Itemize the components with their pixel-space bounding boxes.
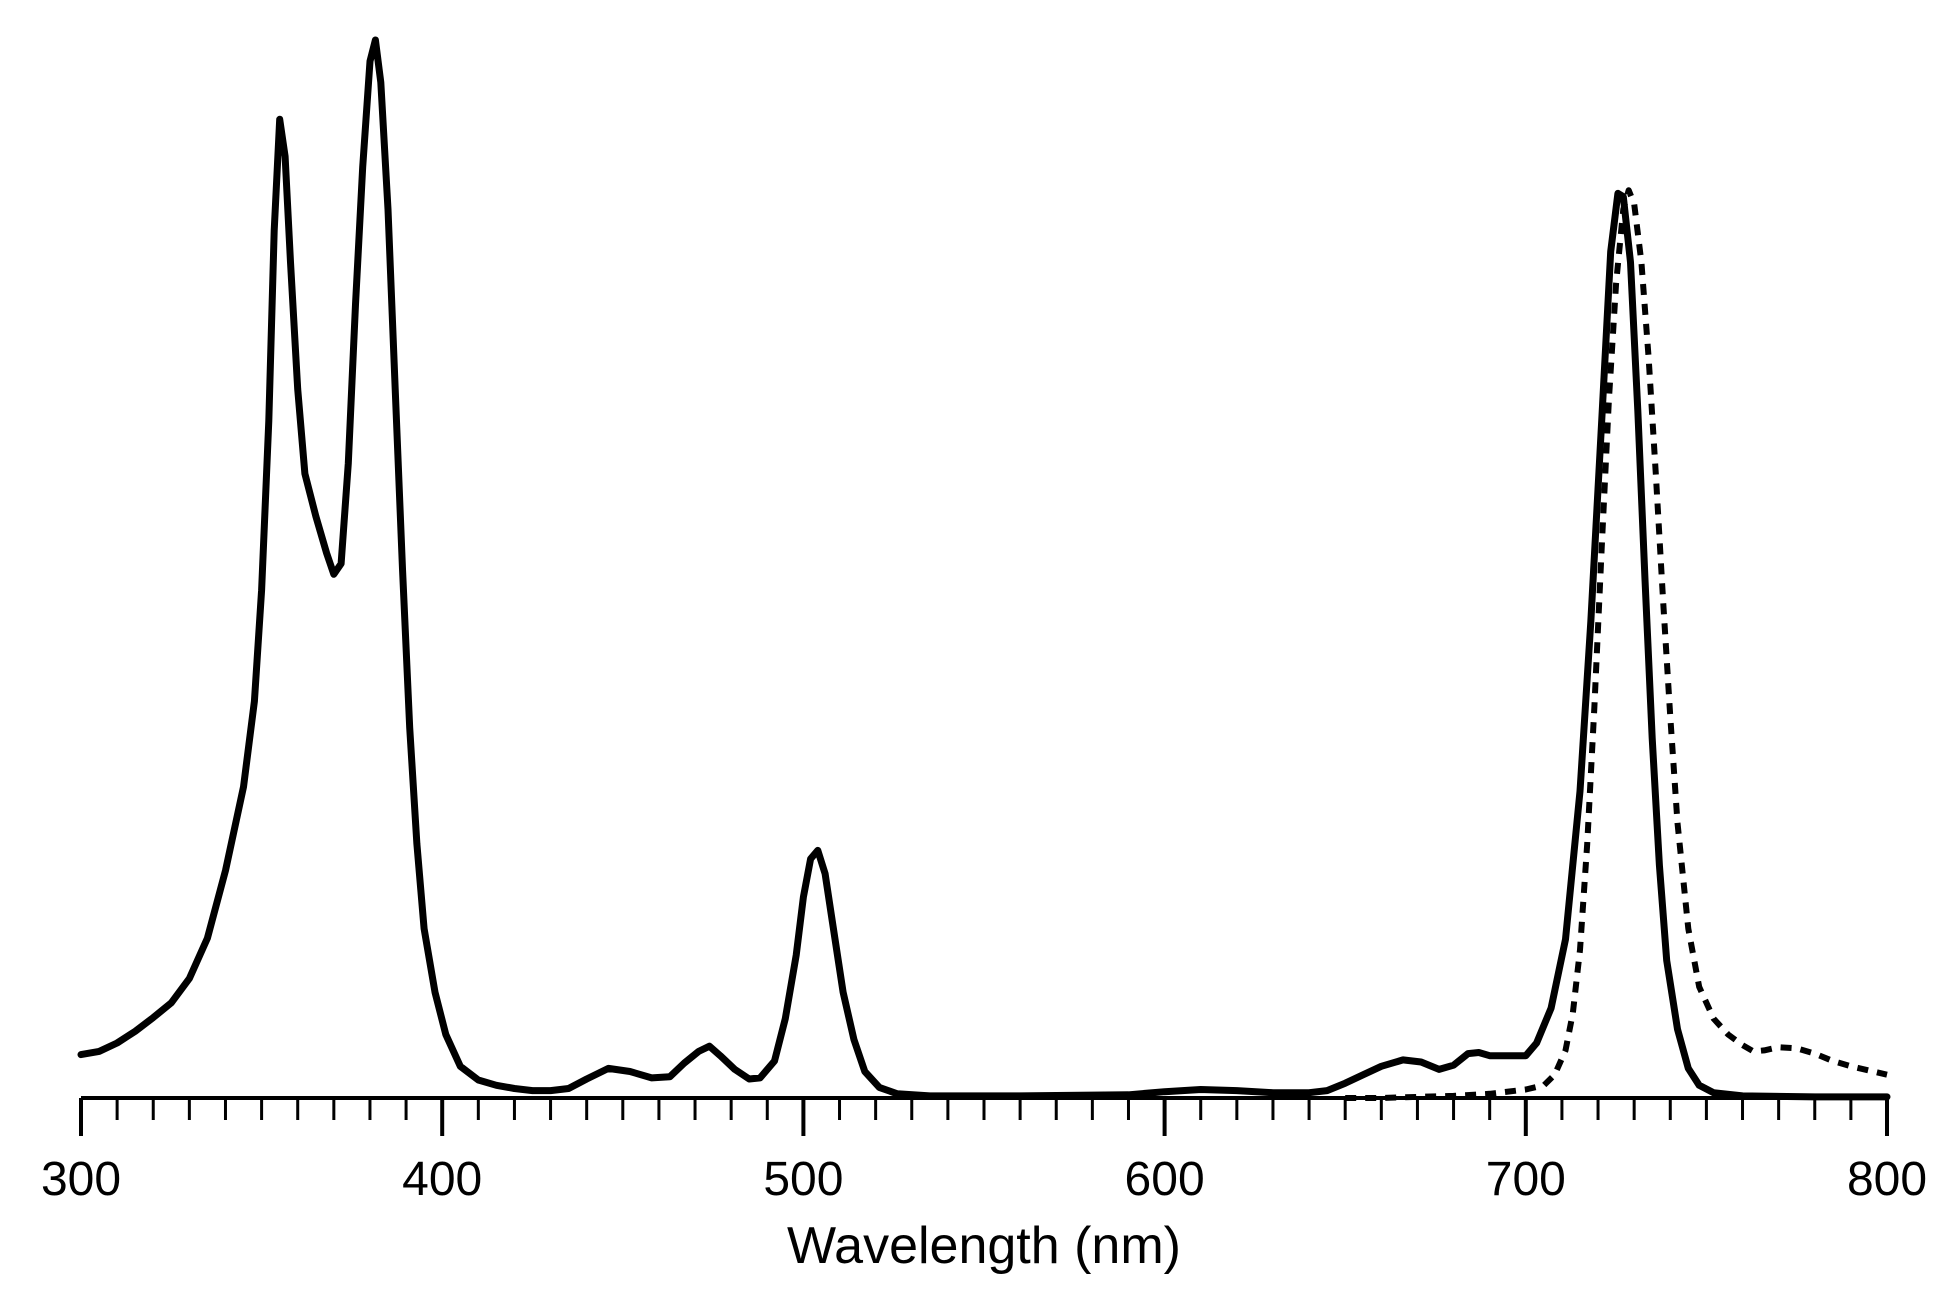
- plot-series: [77, 36, 1891, 1101]
- x-tick-label: 700: [1486, 1153, 1566, 1206]
- series-line-solid: [77, 36, 1891, 1101]
- x-tick-label: 500: [763, 1153, 843, 1206]
- x-tick-label: 600: [1125, 1153, 1205, 1206]
- series-line-dashed: [1345, 187, 1888, 1101]
- x-tick-label: 800: [1847, 1153, 1927, 1206]
- x-ticks: [79, 1098, 1889, 1136]
- x-tick-label: 400: [402, 1153, 482, 1206]
- x-axis-title: Wavelength (nm): [787, 1217, 1181, 1275]
- x-tick-label: 300: [41, 1153, 121, 1206]
- x-axis: 300 400 500 600 700 800: [41, 1096, 1927, 1206]
- x-tick-labels: 300 400 500 600 700 800: [41, 1153, 1927, 1206]
